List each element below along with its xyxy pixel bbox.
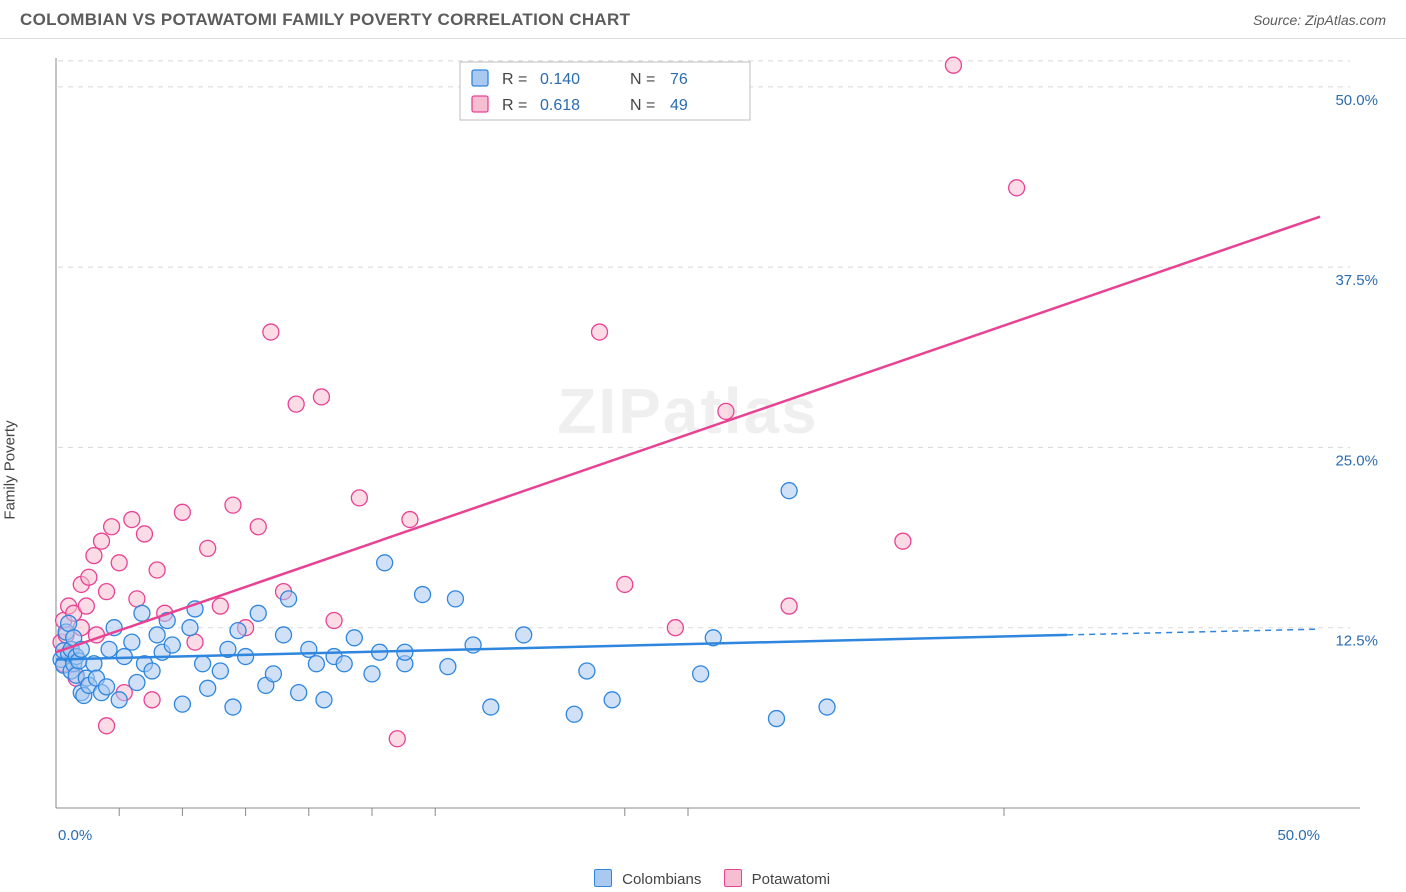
scatter-plot: 12.5% 25.0% 37.5% 50.0% 0.0% 50.0% ZIPatlas R =… bbox=[20, 48, 1386, 858]
svg-text:R =: R = bbox=[502, 71, 527, 88]
svg-text:ZIPatlas: ZIPatlas bbox=[557, 375, 818, 447]
svg-text:50.0%: 50.0% bbox=[1335, 92, 1378, 109]
svg-text:0.618: 0.618 bbox=[540, 97, 580, 114]
svg-text:12.5%: 12.5% bbox=[1335, 633, 1378, 650]
svg-text:37.5%: 37.5% bbox=[1335, 272, 1378, 289]
legend-swatch-colombians bbox=[594, 869, 612, 887]
svg-text:76: 76 bbox=[670, 71, 688, 88]
chart-source: Source: ZipAtlas.com bbox=[1253, 12, 1386, 28]
legend-label-potawatomi: Potawatomi bbox=[752, 871, 830, 888]
legend-swatch-potawatomi bbox=[724, 869, 742, 887]
svg-text:N =: N = bbox=[630, 71, 655, 88]
y-axis-label: Family Poverty bbox=[2, 420, 19, 519]
svg-text:N =: N = bbox=[630, 97, 655, 114]
svg-text:50.0%: 50.0% bbox=[1277, 827, 1320, 844]
legend-label-colombians: Colombians bbox=[622, 871, 701, 888]
svg-text:0.140: 0.140 bbox=[540, 71, 580, 88]
svg-text:49: 49 bbox=[670, 97, 688, 114]
svg-text:0.0%: 0.0% bbox=[58, 827, 92, 844]
svg-text:R =: R = bbox=[502, 97, 527, 114]
chart-header: COLOMBIAN VS POTAWATOMI FAMILY POVERTY C… bbox=[0, 0, 1406, 39]
chart-area: Family Poverty 12.5%25.0%37.5%50.0%0.0%5… bbox=[20, 48, 1386, 892]
chart-title: COLOMBIAN VS POTAWATOMI FAMILY POVERTY C… bbox=[20, 10, 630, 30]
svg-text:25.0%: 25.0% bbox=[1335, 452, 1378, 469]
chart-legend: Colombians Potawatomi bbox=[20, 869, 1386, 888]
